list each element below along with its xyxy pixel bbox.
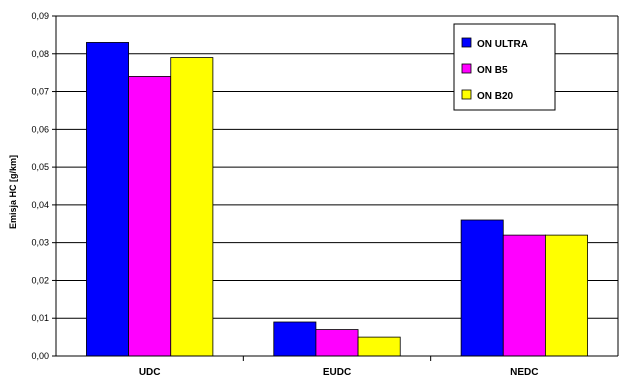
- bar-udc-on-ultra: [86, 42, 129, 357]
- y-tick-label: 0,05: [31, 162, 49, 172]
- bar-udc-on-b20: [170, 57, 214, 357]
- bars: [86, 42, 588, 357]
- y-tick-label: 0,01: [31, 313, 49, 323]
- bar-nedc-on-b20: [545, 234, 588, 357]
- bar-nedc-on-ultra: [460, 219, 504, 357]
- x-tick-labels: UDC EUDC NEDC: [139, 367, 539, 378]
- x-tick-label: UDC: [139, 367, 161, 378]
- axes: [52, 15, 619, 361]
- y-tick-labels: 0,00 0,01 0,02 0,03 0,04 0,05 0,06 0,07 0,08 0,09: [31, 11, 49, 361]
- legend-swatch: [461, 37, 472, 48]
- legend-entry: ON B20: [477, 91, 514, 102]
- bar-eudc-on-b5: [315, 329, 359, 357]
- legend-entry: ON ULTRA: [477, 39, 528, 50]
- y-tick-label: 0,04: [31, 200, 49, 210]
- bar-nedc-on-b5: [502, 234, 546, 357]
- legend: ON ULTRA ON B5 ON B20: [453, 23, 556, 111]
- y-axis-title: Emisja HC [g/km]: [8, 155, 18, 229]
- y-tick-label: 0,07: [31, 87, 49, 97]
- y-tick-label: 0,02: [31, 275, 49, 285]
- bar-eudc-on-b20: [357, 336, 401, 357]
- y-tick-label: 0,06: [31, 124, 49, 134]
- legend-entry: ON B5: [477, 65, 508, 76]
- y-tick-label: 0,09: [31, 11, 49, 21]
- legend-swatch: [461, 89, 472, 100]
- x-tick-label: NEDC: [510, 367, 538, 378]
- x-tick-label: EUDC: [323, 367, 351, 378]
- bar-eudc-on-ultra: [273, 321, 317, 357]
- y-tick-label: 0,00: [31, 351, 49, 361]
- y-tick-label: 0,03: [31, 238, 49, 248]
- y-tick-label: 0,08: [31, 49, 49, 59]
- bar-udc-on-b5: [128, 76, 172, 357]
- legend-swatch: [461, 63, 472, 74]
